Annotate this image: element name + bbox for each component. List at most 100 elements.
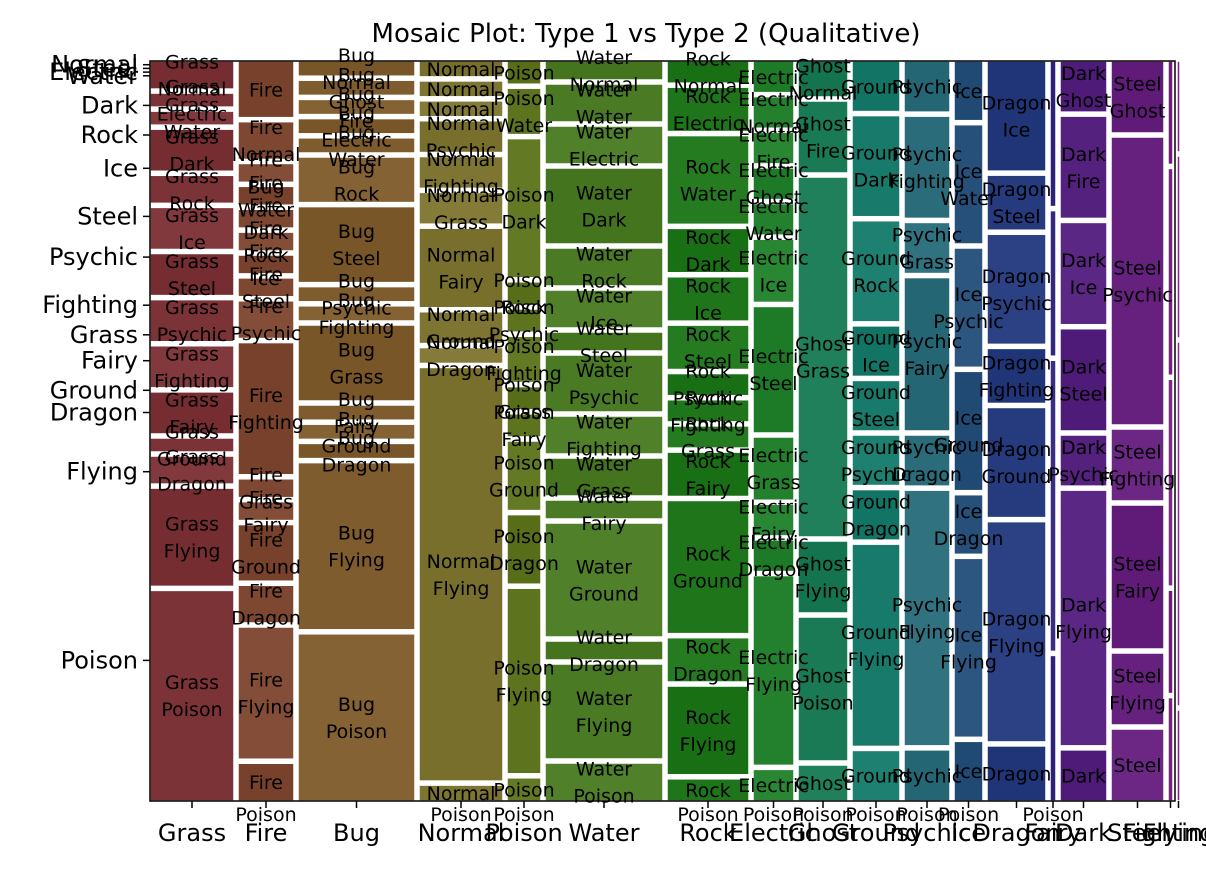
mosaic-tile	[237, 500, 295, 522]
tile-label: Ghost	[746, 187, 802, 209]
tile-label: Psychic	[841, 464, 911, 486]
tile-label: Flying	[795, 581, 852, 603]
mosaic-tile	[544, 762, 664, 802]
tile-label: Rock	[685, 707, 730, 729]
tile-label: Water	[164, 122, 220, 144]
tile-label: Grass	[165, 514, 219, 536]
y-tick-label: Electric	[49, 58, 138, 86]
mosaic-tile	[986, 406, 1047, 519]
tile-label: Flying	[988, 635, 1045, 657]
tile-label: Fairy	[169, 416, 214, 438]
tile-label: Grass	[165, 166, 219, 188]
mosaic-tile	[851, 543, 901, 748]
tile-label: Water	[576, 286, 632, 308]
tile-label: Dark	[1061, 250, 1106, 272]
mosaic-tile	[418, 119, 504, 154]
mosaic-tile	[297, 117, 416, 135]
tile-label: Electric	[738, 775, 808, 797]
y-tick-label: Fairy	[81, 347, 138, 375]
mosaic-tile	[149, 252, 235, 297]
x-tick-label: Rock	[679, 819, 736, 847]
tile-label: Fire	[249, 529, 283, 551]
x-tick-label: Grass	[158, 819, 226, 847]
tile-label: Electric	[738, 125, 808, 147]
tile-label: Electric	[738, 247, 808, 269]
y-tick-label: Steel	[77, 54, 138, 82]
mosaic-tile	[797, 176, 849, 538]
tile-label: Ground	[426, 331, 496, 353]
tile-label: Ghost	[1056, 90, 1112, 112]
mosaic-tile	[986, 233, 1047, 346]
tile-label: Rock	[685, 227, 730, 249]
tile-label: Ice	[955, 761, 983, 783]
mosaic-tile	[797, 540, 849, 614]
tile-label: Rock	[243, 245, 288, 267]
tile-label: Dark	[1061, 356, 1106, 378]
mosaic-tile	[903, 276, 951, 432]
mosaic-tile	[666, 685, 750, 776]
mosaic-tile	[903, 60, 951, 113]
tile-label: Normal	[427, 244, 496, 266]
tile-label: Ghost	[795, 114, 851, 136]
tile-label: Steel	[580, 345, 628, 367]
tile-label: Psychic	[231, 323, 301, 345]
mosaic-tile	[1167, 589, 1174, 695]
tile-label: Bug	[338, 523, 375, 545]
mosaic-tile	[986, 520, 1047, 743]
x-tick-label: Ice	[951, 819, 986, 847]
tile-label: Fire	[1067, 171, 1101, 193]
tile-label: Fire	[806, 141, 840, 163]
tile-label: Ice	[955, 501, 983, 523]
tile-label: Fire	[249, 241, 283, 263]
x-tick-label: Electric	[729, 819, 818, 847]
tile-label: Electric	[738, 67, 808, 89]
tile-label: Electric	[321, 130, 391, 152]
tile-label: Psychic	[892, 77, 962, 99]
tile-label: Ground	[841, 437, 911, 459]
tile-label: Poison	[493, 375, 554, 397]
plot-frame	[149, 60, 1176, 802]
mosaic-tile	[1176, 709, 1181, 802]
mosaic-tile	[297, 324, 416, 402]
mosaic-tile	[1176, 155, 1181, 339]
tile-label: Grass	[165, 343, 219, 365]
tile-label: Poison	[326, 721, 387, 743]
tile-label: Psychic	[569, 387, 639, 409]
mosaic-tile	[851, 325, 901, 378]
tile-label: Ground	[231, 556, 301, 578]
tile-label: Fire	[249, 488, 283, 510]
tile-label: Rock	[685, 86, 730, 108]
tile-label: Grass	[796, 361, 850, 383]
mosaic-tile	[953, 247, 984, 369]
mosaic-tile	[506, 440, 542, 512]
mosaic-tile	[506, 137, 542, 279]
tile-label: Rock	[501, 297, 546, 319]
tile-label: Ghost	[795, 554, 851, 576]
mosaic-tile	[418, 100, 504, 118]
tile-label: Normal	[427, 79, 496, 101]
tile-label: Dragon	[982, 763, 1052, 785]
mosaic-tile	[1049, 209, 1057, 357]
mosaic-tile	[1110, 136, 1165, 426]
bottom-tile-label: Poison	[677, 804, 738, 826]
mosaic-tile	[506, 281, 542, 306]
tile-label: Grass	[165, 205, 219, 227]
tile-label: Normal	[739, 116, 808, 138]
mosaic-tile	[297, 461, 416, 631]
mosaic-tile	[544, 247, 664, 287]
tile-label: Bug	[247, 176, 284, 198]
mosaic-tile	[297, 205, 416, 284]
tile-label: Normal	[570, 74, 639, 96]
tile-label: Fighting	[228, 412, 304, 434]
mosaic-tile	[149, 298, 235, 343]
tile-label: Steel	[1113, 258, 1161, 280]
tile-label: Ice	[590, 313, 618, 335]
mosaic-tile	[1059, 115, 1108, 220]
tile-label: Bug	[338, 340, 375, 362]
tile-label: Bug	[338, 84, 375, 106]
x-tick-label: Steel	[1107, 819, 1168, 847]
y-tick-label: Water	[67, 62, 138, 90]
mosaic-tile	[1059, 749, 1108, 802]
tile-label: Poison	[573, 786, 634, 808]
